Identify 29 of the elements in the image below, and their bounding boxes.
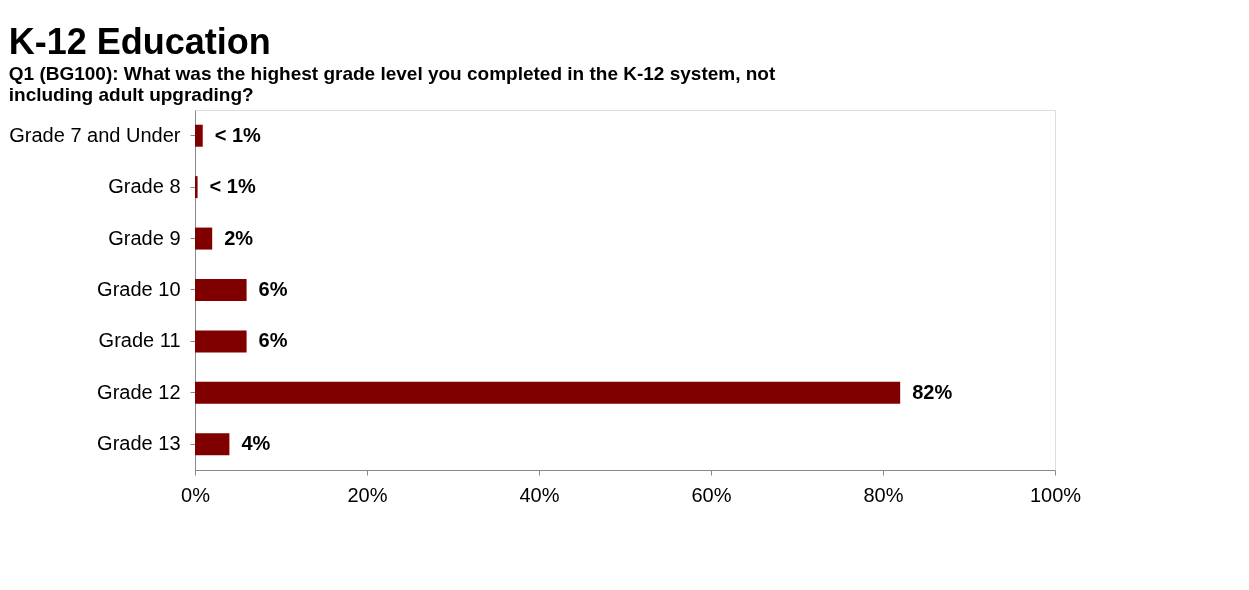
x-tick-label: 60% (691, 483, 732, 506)
bar (195, 124, 203, 147)
bar (195, 330, 247, 353)
y-tick-label: Grade 13 (97, 432, 181, 455)
y-tick-label: Grade 12 (97, 380, 181, 403)
y-tick-label: Grade 9 (108, 226, 181, 249)
bar (195, 381, 901, 404)
bar (195, 176, 198, 199)
bar (195, 227, 213, 250)
y-tick-label: Grade 8 (108, 175, 181, 198)
bar (195, 279, 247, 301)
y-tick-label: Grade 11 (98, 329, 181, 352)
y-tick-label: Grade 10 (97, 278, 181, 300)
data-label: < 1% (209, 175, 256, 198)
data-label: 2% (224, 226, 254, 249)
x-tick-label: 40% (519, 483, 560, 506)
chart-title: K-12 Education (8, 21, 271, 62)
chart-subtitle: Q1 (BG100): What was the highest grade level you completed in the K-12 system, not including adult upgrading? (8, 63, 776, 105)
x-tick-label: 0% (181, 483, 211, 506)
x-tick-label: 100% (1029, 483, 1082, 506)
data-label: 82% (912, 380, 953, 403)
x-tick-label: 80% (863, 483, 904, 506)
data-label: 6% (258, 278, 288, 300)
data-label: 4% (241, 432, 271, 455)
data-label: < 1% (214, 123, 262, 146)
bar (195, 433, 230, 456)
y-tick-label: Grade 7 and Under (9, 123, 181, 146)
data-label: 6% (258, 329, 288, 352)
x-tick-label: 20% (347, 483, 388, 506)
